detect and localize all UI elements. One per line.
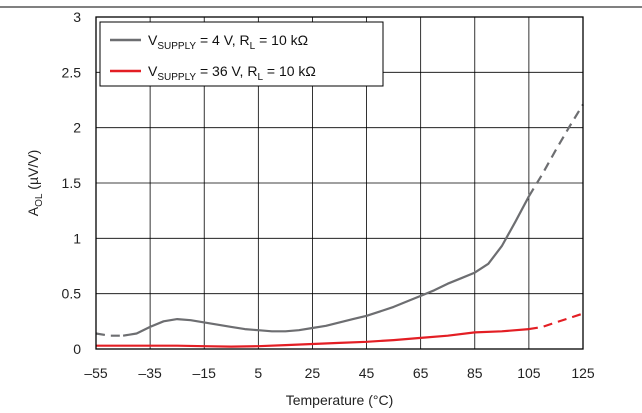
series-line (122, 195, 530, 337)
tick-labels: –55 –35 –15 5 25 45 65 85 105 125 0 0.5 1 1.5 2 2.5 3 (62, 9, 595, 381)
y-tick-label: 2 (73, 120, 81, 136)
x-tick-label: 105 (517, 365, 541, 381)
x-tick-label: 45 (359, 365, 375, 381)
x-tick-label: –35 (138, 365, 162, 381)
y-tick-label: 0 (73, 341, 81, 357)
series-line-extrapolated (95, 332, 124, 337)
series-layer (95, 103, 584, 348)
series-line-extrapolated (527, 103, 584, 197)
plot-frame (95, 16, 584, 350)
x-tick-label: 125 (571, 365, 595, 381)
y-axis-title: AOL (µV/V) (25, 150, 45, 217)
x-axis-title: Temperature (°C) (286, 392, 394, 408)
y-tick-label: 3 (73, 9, 81, 25)
legend-box (99, 21, 384, 87)
x-tick-label: 85 (467, 365, 483, 381)
legend-label: VSUPPLY = 36 V, RL = 10 kΩ (148, 63, 316, 83)
x-tick-label: 5 (254, 365, 262, 381)
x-tick-label: 65 (413, 365, 429, 381)
x-tick-label: –15 (193, 365, 217, 381)
series-line (96, 328, 529, 348)
y-tick-label: 1.5 (62, 175, 82, 191)
legend: VSUPPLY = 4 V, RL = 10 kΩ VSUPPLY = 36 V,… (99, 21, 384, 87)
y-tick-label: 0.5 (62, 286, 82, 302)
x-tick-label: 25 (305, 365, 321, 381)
y-tick-label: 1 (73, 230, 81, 246)
series-line-extrapolated (528, 312, 584, 331)
x-tick-label: –55 (84, 365, 108, 381)
y-tick-label: 2.5 (62, 64, 82, 80)
legend-label: VSUPPLY = 4 V, RL = 10 kΩ (148, 32, 308, 52)
